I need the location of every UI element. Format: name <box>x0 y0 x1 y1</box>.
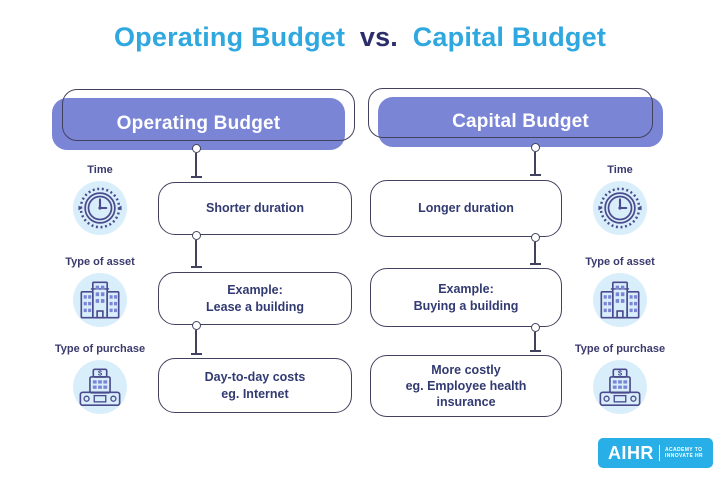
logo-brand-text: AIHR <box>607 442 654 463</box>
row-text: Example: Lease a building <box>206 283 304 314</box>
side-label-type-of-asset: Type of asset <box>585 256 655 268</box>
clock-icon <box>593 181 647 235</box>
building-icon <box>593 273 647 327</box>
row-text: Example: Buying a building <box>413 282 519 313</box>
side-group-purchase-left: Type of purchase <box>40 343 160 414</box>
cash-register-icon <box>593 360 647 414</box>
side-label-type-of-purchase: Type of purchase <box>54 343 146 355</box>
connector <box>529 323 541 352</box>
side-group-asset-right: Type of asset <box>560 256 680 327</box>
title-left: Operating Budget <box>113 22 346 52</box>
connector <box>190 231 202 268</box>
side-label-time: Time <box>607 164 633 176</box>
building-icon <box>73 273 127 327</box>
side-group-time-right: Time <box>560 164 680 235</box>
row-box-shorter-duration: Shorter duration <box>152 182 352 240</box>
side-group-time-left: Time <box>40 164 160 235</box>
row-box-lease-building: Example: Lease a building <box>152 272 352 330</box>
logo-tagline: ACADEMY TO INNOVATE HR <box>664 446 704 460</box>
connector <box>529 233 541 265</box>
row-box-buying-building: Example: Buying a building <box>370 268 568 332</box>
logo-divider <box>658 445 660 461</box>
cash-register-icon <box>73 360 127 414</box>
row-text: Longer duration <box>418 201 514 216</box>
title-separator: vs. <box>359 22 399 52</box>
header-capital-budget: Capital Budget <box>368 88 663 147</box>
row-box-more-costly: More costly eg. Employee health insuranc… <box>370 355 568 422</box>
connector <box>529 143 541 176</box>
side-label-type-of-asset: Type of asset <box>65 256 135 268</box>
row-text: More costly eg. Employee health insuranc… <box>405 362 527 410</box>
side-group-purchase-right: Type of purchase <box>560 343 680 414</box>
row-text: Day-to-day costs eg. Internet <box>204 370 306 401</box>
row-box-longer-duration: Longer duration <box>370 180 568 242</box>
connector <box>190 144 202 178</box>
connector <box>190 321 202 355</box>
title-right: Capital Budget <box>412 22 607 52</box>
header-label: Operating Budget <box>116 113 281 134</box>
row-text: Shorter duration <box>206 201 304 216</box>
side-label-type-of-purchase: Type of purchase <box>574 343 666 355</box>
side-group-asset-left: Type of asset <box>40 256 160 327</box>
side-label-time: Time <box>87 164 113 176</box>
aihr-logo: AIHR ACADEMY TO INNOVATE HR <box>598 438 713 468</box>
page-title: Operating Budget vs. Capital Budget <box>0 22 720 53</box>
header-label: Capital Budget <box>452 111 589 132</box>
header-operating-budget: Operating Budget <box>52 89 355 150</box>
row-box-day-to-day-costs: Day-to-day costs eg. Internet <box>152 358 352 418</box>
clock-icon <box>73 181 127 235</box>
